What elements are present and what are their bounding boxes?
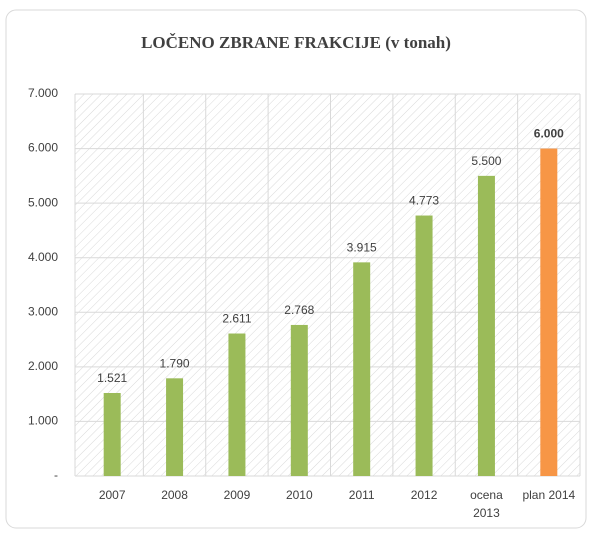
y-tick-label: - <box>54 468 58 482</box>
x-tick-label: 2009 <box>224 488 251 502</box>
bar <box>415 215 433 476</box>
value-label: 3.915 <box>347 241 377 255</box>
bar <box>103 392 121 476</box>
y-tick-label: 3.000 <box>28 304 58 318</box>
x-tick-label: 2011 <box>349 488 375 502</box>
bar <box>228 333 246 476</box>
x-tick-label: 2010 <box>286 488 313 502</box>
y-tick-label: 5.000 <box>28 195 58 209</box>
plot-area <box>75 94 580 476</box>
y-tick-label: 2.000 <box>28 359 58 373</box>
bar <box>166 378 184 476</box>
chart-title: LOČENO ZBRANE FRAKCIJE (v tonah) <box>141 33 451 52</box>
bar <box>540 148 558 477</box>
bar <box>353 262 371 476</box>
value-label: 2.611 <box>222 312 251 326</box>
value-label: 2.768 <box>284 303 314 317</box>
value-label: 1.521 <box>97 371 127 385</box>
x-tick-label: 2007 <box>99 488 126 502</box>
value-label: 5.500 <box>471 154 501 168</box>
x-tick-label: ocena 2013 <box>470 488 503 520</box>
bar <box>477 175 495 476</box>
value-label: 6.000 <box>534 127 564 141</box>
y-tick-label: 7.000 <box>28 86 58 100</box>
bar <box>290 324 308 476</box>
y-tick-label: 1.000 <box>28 414 58 428</box>
value-label: 4.773 <box>409 194 439 208</box>
y-tick-label: 6.000 <box>28 141 58 155</box>
y-tick-label: 4.000 <box>28 250 58 264</box>
x-tick-label: plan 2014 <box>522 488 575 502</box>
value-label: 1.790 <box>160 356 190 370</box>
x-tick-label: 2012 <box>411 488 438 502</box>
x-tick-label: 2008 <box>161 488 188 502</box>
